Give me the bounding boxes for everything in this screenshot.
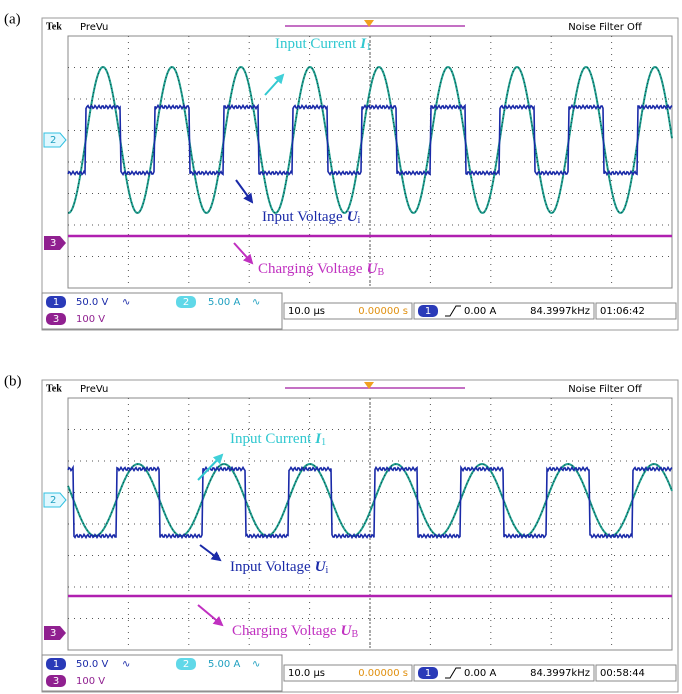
channel-badge-label: 1 (425, 306, 431, 317)
annotation-subscript: i (326, 565, 329, 576)
coupling: ∿ (122, 297, 130, 308)
brand: Tek (46, 21, 62, 32)
clock: 01:06:42 (600, 306, 645, 317)
annotation-text: Input Voltage (230, 559, 311, 575)
timebase: 10.0 µs (288, 668, 325, 679)
annotation-subscript: 1 (321, 437, 326, 448)
brand: Tek (46, 383, 62, 394)
channel-marker-label: 2 (50, 135, 56, 146)
annotation-subscript: B (351, 629, 358, 640)
channel-badge-label: 2 (183, 297, 189, 308)
filter: Noise Filter Off (568, 384, 643, 395)
coupling: ∿ (122, 659, 130, 670)
trigger-level: 0.00 A (464, 306, 496, 317)
channel-marker-label: 2 (50, 495, 56, 506)
annotation-text: Charging Voltage (232, 623, 337, 639)
channel-badge-label: 3 (53, 676, 59, 687)
channel-badge-label: 3 (53, 314, 59, 325)
annotation-text: Input Voltage (262, 209, 343, 225)
channel-badge-label: 2 (183, 659, 189, 670)
ch1-scale: 50.0 V (76, 659, 108, 670)
channel-badge-label: 1 (53, 297, 59, 308)
timebase: 10.0 µs (288, 306, 325, 317)
mode: PreVu (80, 384, 108, 395)
ch1-scale: 50.0 V (76, 297, 108, 308)
annotation-text: Charging Voltage (258, 261, 363, 277)
clock: 00:58:44 (600, 668, 645, 679)
position: 0.00000 s (358, 668, 408, 679)
channel-marker-label: 3 (50, 238, 56, 249)
panel-label: (b) (4, 373, 22, 389)
frequency: 84.3997kHz (530, 306, 590, 317)
annotation-subscript: 1 (366, 42, 371, 53)
panel-label: (a) (4, 11, 21, 27)
annotation-subscript: B (377, 267, 384, 278)
ch3-scale: 100 V (76, 314, 105, 325)
figure: (a) Tek PreVu Noise Filter Off 2 3 Input Curre… (0, 0, 682, 694)
trigger-level: 0.00 A (464, 668, 496, 679)
channel-badge-label: 1 (53, 659, 59, 670)
ch2-scale: 5.00 A (208, 297, 240, 308)
coupling: ∿ (252, 297, 260, 308)
annotation-subscript: i (358, 215, 361, 226)
mode: PreVu (80, 22, 108, 33)
channel-badge-label: 1 (425, 668, 431, 679)
frequency: 84.3997kHz (530, 668, 590, 679)
ch3-scale: 100 V (76, 676, 105, 687)
filter: Noise Filter Off (568, 22, 643, 33)
annotation-text: Input Current (275, 36, 357, 52)
annotation-text: Input Current (230, 431, 312, 447)
ch2-scale: 5.00 A (208, 659, 240, 670)
coupling: ∿ (252, 659, 260, 670)
position: 0.00000 s (358, 306, 408, 317)
channel-marker-label: 3 (50, 628, 56, 639)
